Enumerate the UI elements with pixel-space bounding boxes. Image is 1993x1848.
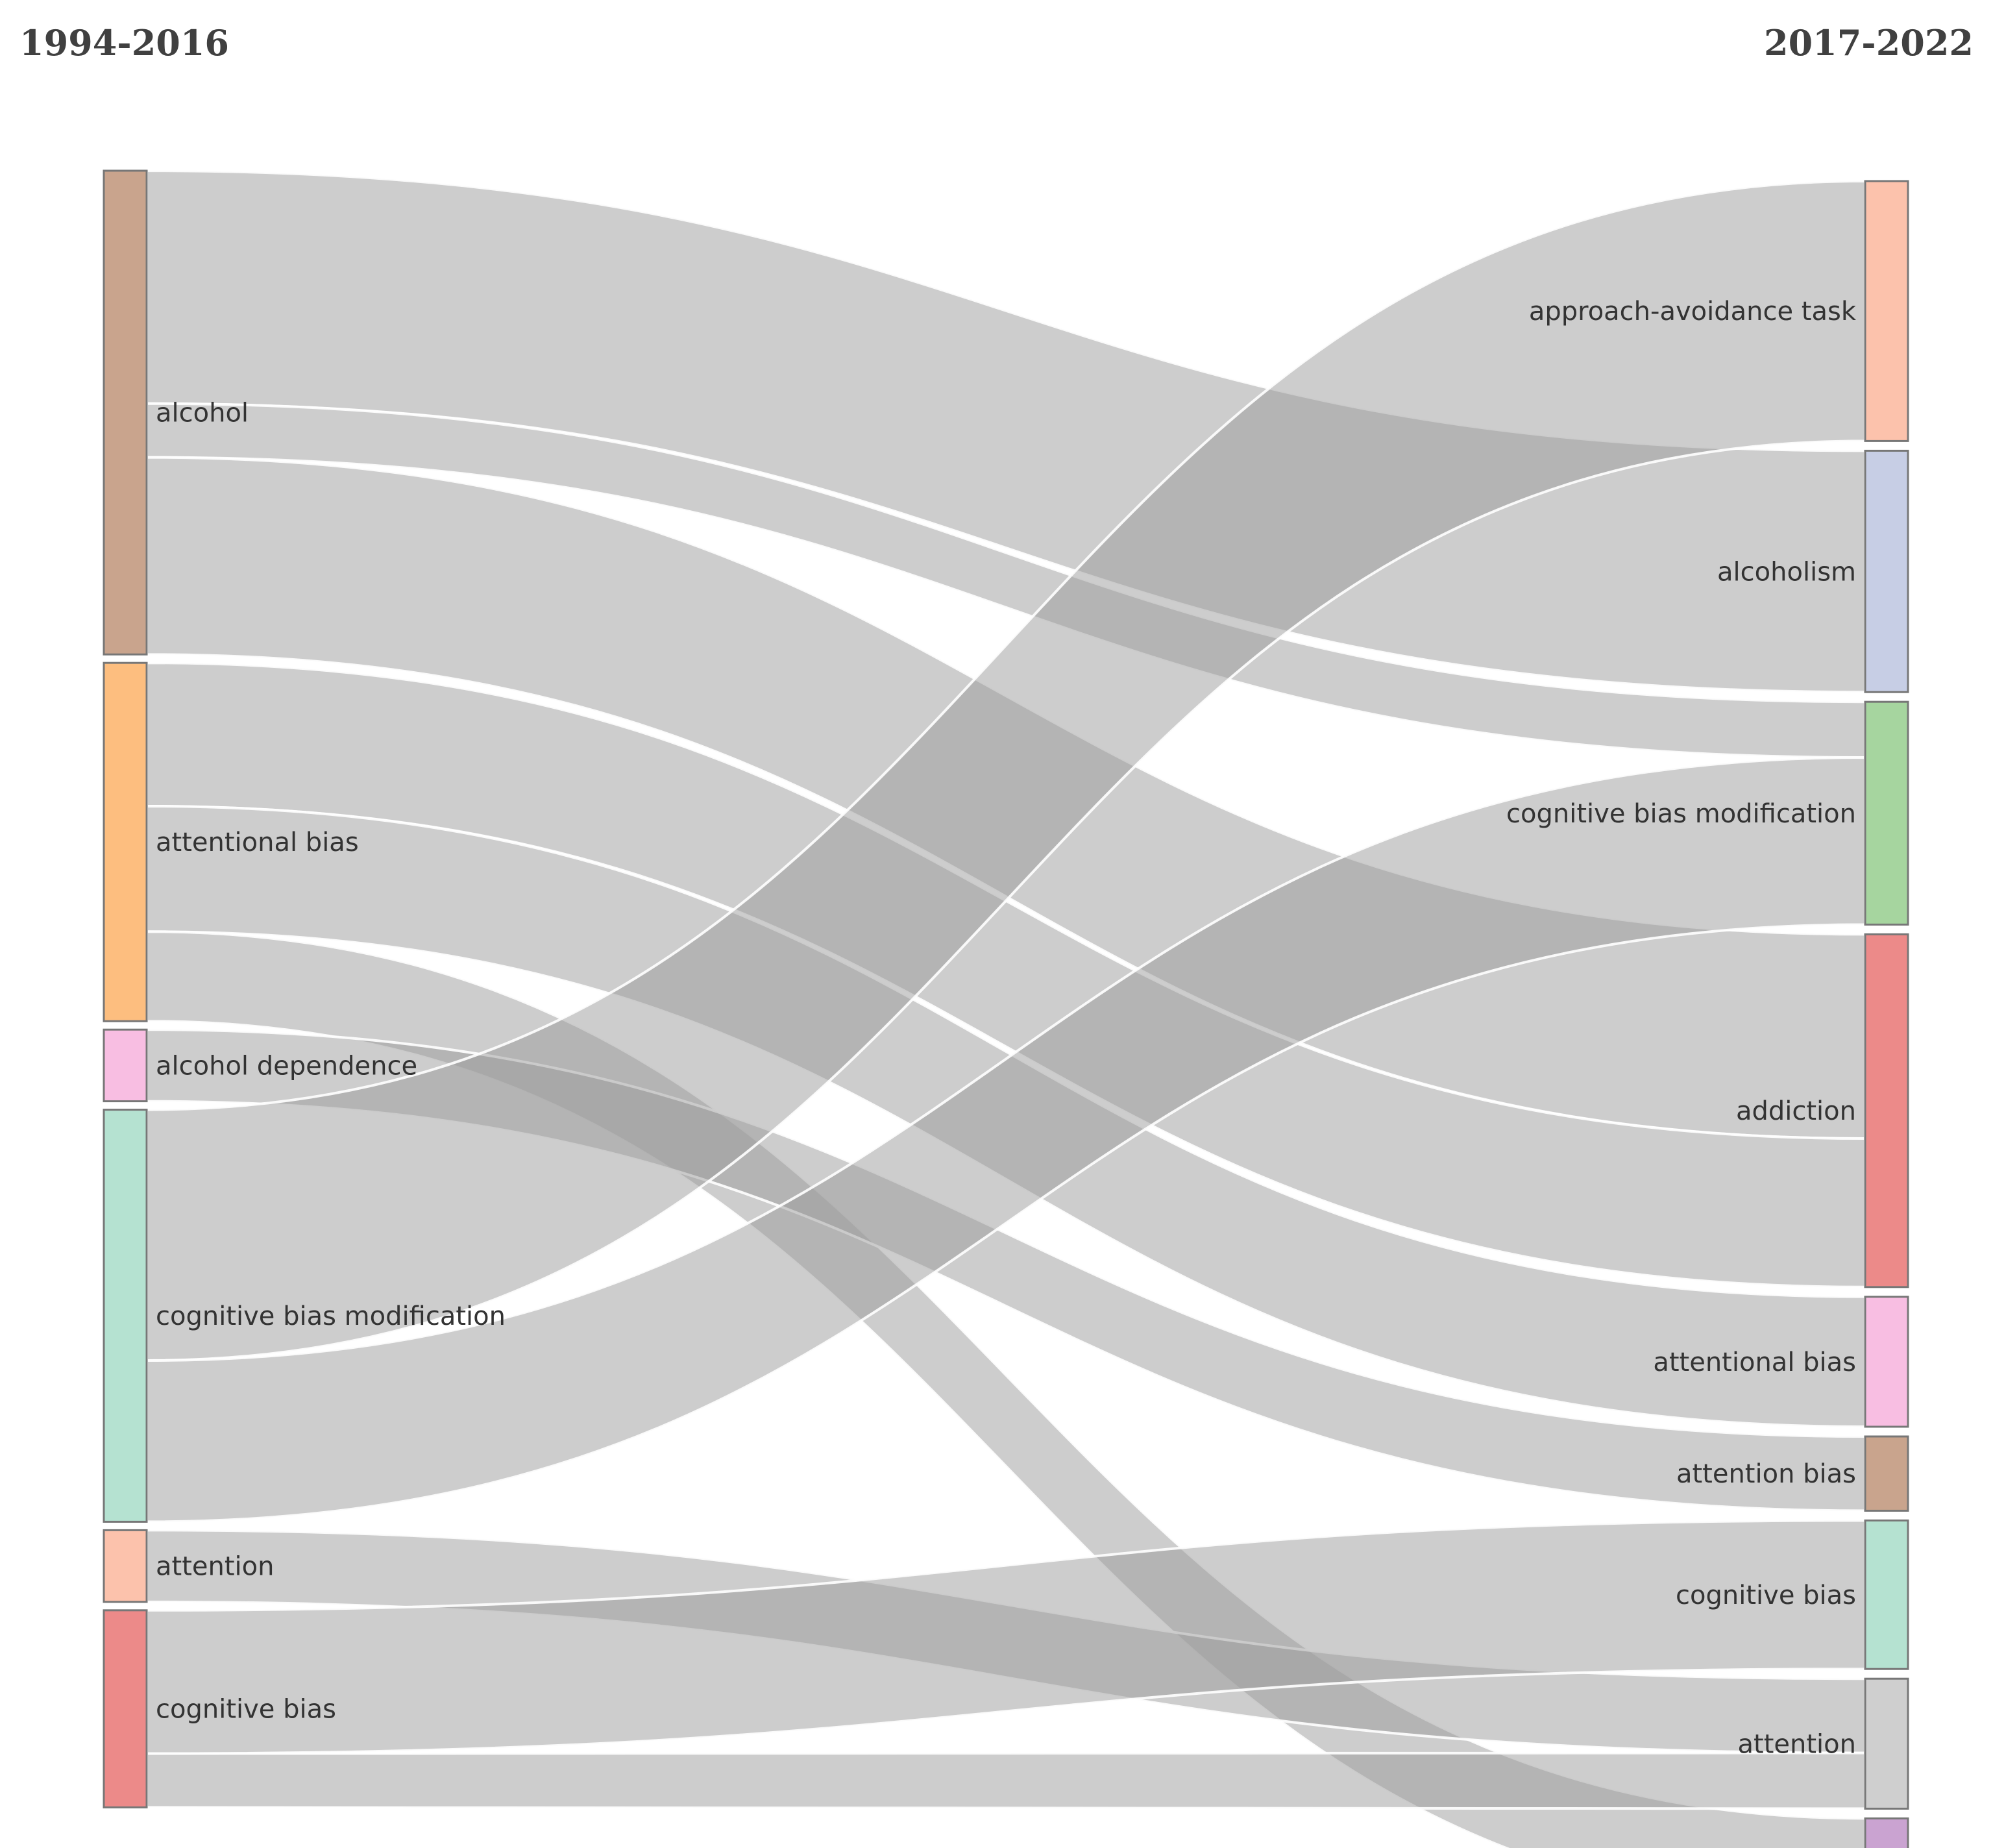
right-node-attention-bias xyxy=(1864,1435,1909,1512)
right-node-alcoholism xyxy=(1864,449,1909,693)
left-label-alcohol-dependence: alcohol dependence xyxy=(156,1051,417,1081)
left-node-attentional-bias xyxy=(103,661,148,1022)
right-label-alcoholism: alcoholism xyxy=(1717,557,1856,587)
links-layer xyxy=(145,169,1866,1848)
left-label-cognitive-bias: cognitive bias xyxy=(156,1695,336,1725)
left-label-attention: attention xyxy=(156,1552,274,1582)
nodes-layer xyxy=(103,169,1909,1848)
right-label-attention-bias: attention bias xyxy=(1676,1459,1856,1489)
right-label-cognitive-bias: cognitive bias xyxy=(1676,1581,1856,1610)
right-label-attention: attention xyxy=(1738,1729,1856,1759)
right-node-cognitive-bias-modification xyxy=(1864,700,1909,926)
left-label-cognitive-bias-modification: cognitive bias modification xyxy=(156,1301,506,1331)
link-cognitive-bias-to-attention xyxy=(145,1751,1866,1810)
left-label-alcohol: alcohol xyxy=(156,399,249,428)
right-label-attentional-bias: attentional bias xyxy=(1653,1348,1856,1377)
left-period-title: 1994-2016 xyxy=(19,22,229,64)
right-label-cognitive-bias-modification: cognitive bias modification xyxy=(1506,799,1856,829)
right-label-approach-avoidance-task: approach-avoidance task xyxy=(1529,297,1857,326)
right-node-addiction xyxy=(1864,933,1909,1288)
left-node-cognitive-bias xyxy=(103,1609,148,1808)
right-node-approach-avoidance-task xyxy=(1864,180,1909,442)
left-node-alcohol-dependence xyxy=(103,1028,148,1103)
right-label-addiction: addiction xyxy=(1736,1096,1856,1126)
left-node-attention xyxy=(103,1529,148,1603)
right-node-attentional-bias xyxy=(1864,1296,1909,1428)
right-node-cognitive-bias xyxy=(1864,1519,1909,1670)
left-label-attentional-bias: attentional bias xyxy=(156,828,359,857)
right-node-approach-bias xyxy=(1864,1817,1909,1848)
right-node-attention xyxy=(1864,1677,1909,1810)
left-node-cognitive-bias-modification xyxy=(103,1109,148,1523)
labels-layer: alcohol attentional bias alcohol dependenc… xyxy=(156,297,1857,1759)
left-node-alcohol xyxy=(103,169,148,656)
right-period-title: 2017-2022 xyxy=(1764,22,1974,64)
